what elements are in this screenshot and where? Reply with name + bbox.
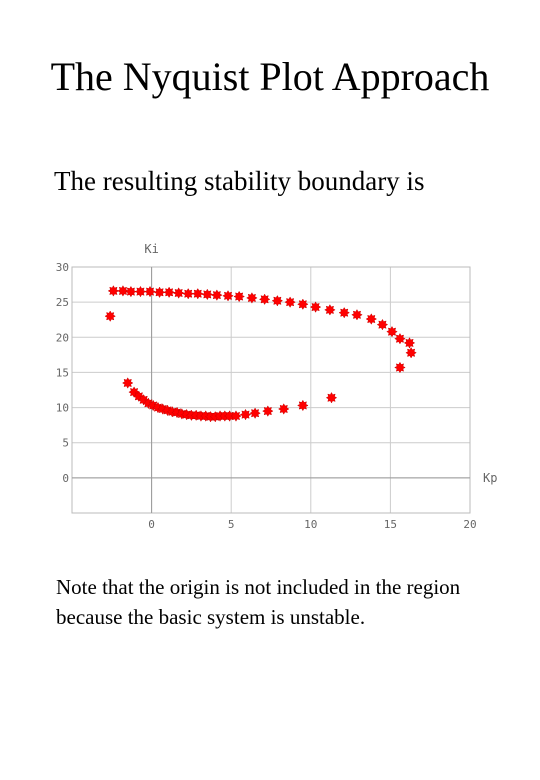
data-point xyxy=(134,285,147,298)
data-point xyxy=(163,286,175,299)
data-point xyxy=(144,285,156,298)
data-point xyxy=(405,347,417,359)
x-tick-label: 5 xyxy=(228,518,235,530)
data-point xyxy=(325,392,338,404)
data-point xyxy=(117,285,129,297)
data-point xyxy=(324,304,336,316)
data-point xyxy=(246,292,258,304)
y-tick-label: 25 xyxy=(56,296,69,309)
y-tick-label: 0 xyxy=(62,472,69,485)
data-point xyxy=(258,293,271,306)
data-point xyxy=(262,405,274,417)
data-point xyxy=(386,325,398,338)
slide-subtitle: The resulting stability boundary is xyxy=(54,166,425,196)
data-point xyxy=(153,286,166,299)
plot-frame xyxy=(71,266,471,514)
slide-note: Note that the origin is not included in … xyxy=(56,575,461,629)
y-tick-label: 30 xyxy=(56,261,69,274)
data-point xyxy=(222,290,234,302)
data-point xyxy=(338,306,350,319)
y-axis-label: Ki xyxy=(144,242,158,256)
data-point xyxy=(104,310,116,322)
data-point xyxy=(230,410,242,422)
data-point xyxy=(182,287,194,300)
data-point xyxy=(376,318,389,331)
data-point xyxy=(172,287,185,299)
data-points xyxy=(104,285,417,423)
y-tick-label: 10 xyxy=(56,402,69,415)
data-point xyxy=(125,285,137,298)
data-point xyxy=(365,313,378,325)
x-axis-label: Kp xyxy=(483,471,497,485)
slide-title: The Nyquist Plot Approach xyxy=(50,54,490,99)
stability-boundary-chart: 0 5 10 15 20 0 5 10 15 20 25 30 Kp Ki xyxy=(56,242,498,530)
data-point xyxy=(107,285,120,297)
x-tick-label: 10 xyxy=(304,518,317,530)
axes xyxy=(72,267,470,513)
y-tick-label: 5 xyxy=(62,437,69,450)
data-point xyxy=(394,361,406,374)
y-tick-label: 20 xyxy=(56,331,69,344)
data-point xyxy=(271,295,284,307)
tick-labels: 0 5 10 15 20 0 5 10 15 20 25 30 xyxy=(56,261,477,530)
data-point xyxy=(394,332,406,345)
data-point xyxy=(351,309,363,321)
data-point xyxy=(297,399,309,412)
data-point xyxy=(211,289,223,301)
data-point xyxy=(309,301,322,313)
data-point xyxy=(239,408,252,421)
y-tick-label: 15 xyxy=(56,366,69,379)
data-point xyxy=(233,290,245,303)
data-point xyxy=(297,298,309,310)
data-point xyxy=(278,403,290,415)
data-point xyxy=(403,337,416,349)
data-point xyxy=(121,377,134,389)
data-point xyxy=(249,407,261,419)
data-point xyxy=(201,288,214,301)
x-tick-label: 0 xyxy=(148,518,155,530)
data-point xyxy=(284,296,296,308)
x-tick-label: 20 xyxy=(463,518,476,530)
x-tick-label: 15 xyxy=(384,518,397,530)
data-point xyxy=(192,287,204,300)
